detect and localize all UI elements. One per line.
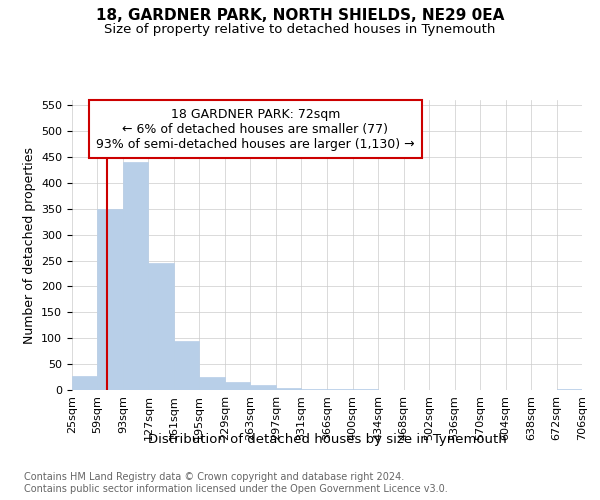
Bar <box>97 209 123 390</box>
Bar <box>276 388 301 390</box>
Bar <box>250 385 276 390</box>
Text: Contains public sector information licensed under the Open Government Licence v3: Contains public sector information licen… <box>24 484 448 494</box>
Bar <box>225 382 250 390</box>
Bar <box>148 262 174 390</box>
Text: 18, GARDNER PARK, NORTH SHIELDS, NE29 0EA: 18, GARDNER PARK, NORTH SHIELDS, NE29 0E… <box>96 8 504 22</box>
Text: Distribution of detached houses by size in Tynemouth: Distribution of detached houses by size … <box>148 432 506 446</box>
Y-axis label: Number of detached properties: Number of detached properties <box>23 146 35 344</box>
Bar <box>301 389 326 390</box>
Bar <box>199 376 225 390</box>
Bar <box>174 341 199 390</box>
Bar <box>123 162 148 390</box>
Text: 18 GARDNER PARK: 72sqm
← 6% of detached houses are smaller (77)
93% of semi-deta: 18 GARDNER PARK: 72sqm ← 6% of detached … <box>96 108 415 151</box>
Text: Contains HM Land Registry data © Crown copyright and database right 2024.: Contains HM Land Registry data © Crown c… <box>24 472 404 482</box>
Bar <box>72 376 97 390</box>
Text: Size of property relative to detached houses in Tynemouth: Size of property relative to detached ho… <box>104 22 496 36</box>
